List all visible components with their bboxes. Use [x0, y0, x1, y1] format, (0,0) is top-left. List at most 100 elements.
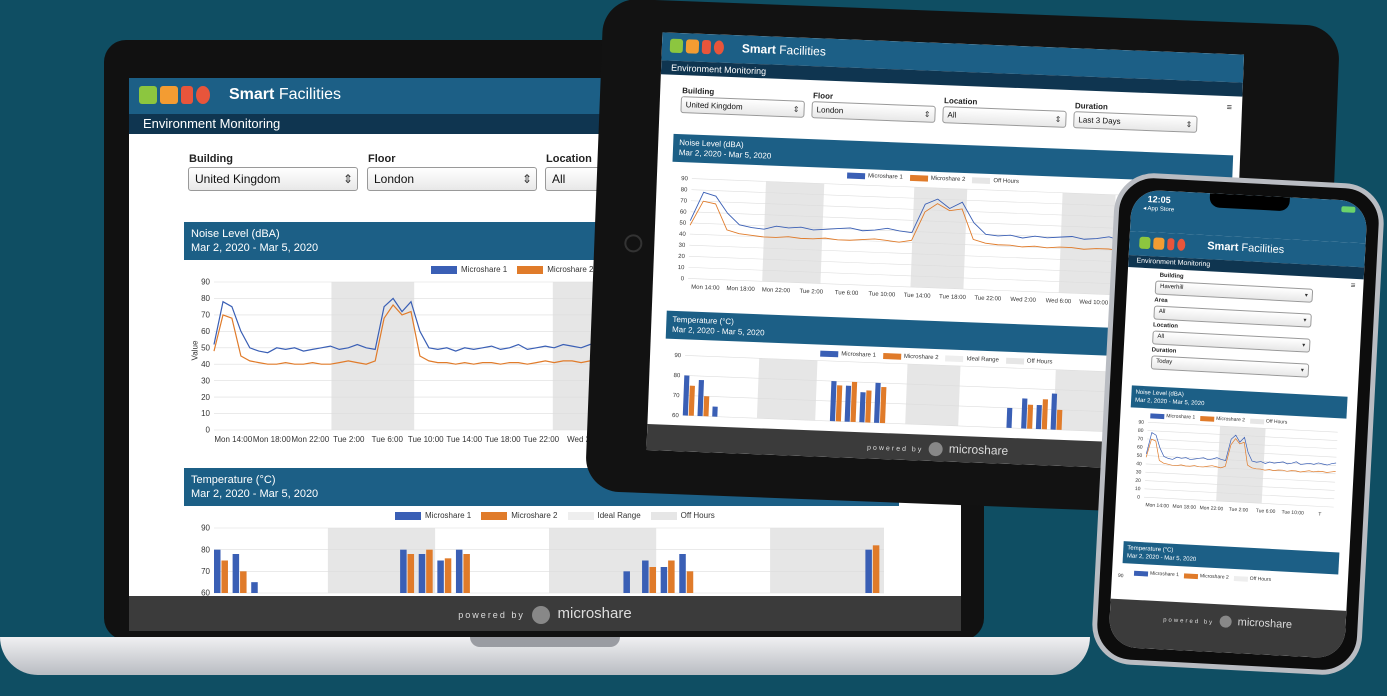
x-tick-label: Tue 2:00: [1229, 507, 1249, 514]
x-tick-label: Tue 18:00: [485, 435, 521, 444]
microshare-logo-icon: [928, 442, 944, 457]
select-arrow-icon: ⇕: [923, 109, 931, 119]
y-tick-label: 90: [1138, 419, 1144, 425]
bar-series-2: [444, 558, 452, 593]
temperature-chart: 60 70 80 90: [672, 353, 1215, 437]
menu-icon[interactable]: ≡: [1226, 102, 1233, 113]
bar-series-2: [850, 381, 858, 423]
location-label: Location: [546, 153, 592, 165]
legend-swatch-series2: [1183, 572, 1199, 579]
legend-label-series2: Microshare 2: [547, 265, 594, 274]
bar-series-1: [418, 554, 426, 593]
x-tick-label: Mon 14:00: [214, 435, 252, 444]
building-select[interactable]: United Kingdom ⇕: [680, 96, 805, 118]
brand-title: Smart Facilities: [1207, 240, 1285, 256]
legend-label-series2: Microshare 2: [1215, 415, 1246, 424]
x-tick-label: Tue 14:00: [446, 435, 482, 444]
floor-select[interactable]: London ⇕: [811, 101, 936, 123]
select-arrow-icon: ⇕: [1054, 114, 1062, 124]
legend-swatch-off: [972, 177, 991, 185]
legend-swatch-series2: [517, 265, 544, 274]
back-to-app-store-link[interactable]: ◂ App Store: [1142, 205, 1175, 214]
bar-series-1: [251, 582, 258, 593]
y-tick-label: 10: [678, 265, 686, 271]
x-tick-label: Tue 6:00: [372, 435, 404, 444]
location-value: All: [1157, 333, 1165, 341]
y-tick-label: 70: [680, 198, 688, 204]
bar-series-1: [455, 549, 463, 593]
series-line-1: [213, 297, 600, 354]
select-arrow-icon: ⇕: [1185, 119, 1193, 129]
legend-label-ideal: Ideal Range: [966, 356, 999, 364]
bar-series-2: [649, 567, 657, 593]
x-tick-label: Wed 2:00: [1010, 297, 1036, 304]
footer: powered by microshare: [1108, 598, 1347, 659]
y-tick-label: 30: [201, 376, 210, 385]
building-value: Haverhill: [1159, 283, 1184, 291]
legend-swatch-series1: [1133, 570, 1149, 576]
location-select[interactable]: All ⇕: [942, 106, 1067, 128]
y-tick-label: 30: [1136, 469, 1142, 475]
legend-label-off: Off Hours: [1026, 358, 1053, 366]
x-tick-label: T: [1318, 511, 1321, 517]
footer-brand: microshare: [1237, 616, 1293, 632]
x-tick-label: Mon 22:00: [291, 435, 329, 444]
floor-select[interactable]: London ⇕: [367, 167, 537, 191]
x-tick-label: Tue 10:00: [1281, 509, 1304, 516]
footer-prefix: powered by: [458, 610, 525, 620]
bar-series-1: [865, 549, 872, 593]
off-hours-band: [549, 528, 657, 593]
bar-series-1: [679, 554, 686, 593]
bar-series-1: [400, 549, 407, 593]
duration-label: Duration: [1074, 101, 1108, 112]
duration-value: Today: [1155, 358, 1173, 366]
legend-label-off: Off Hours: [1249, 575, 1272, 583]
brand-light: Facilities: [278, 86, 342, 103]
off-hours-band: [905, 363, 961, 426]
y-tick-label: 60: [680, 209, 688, 215]
off-hours-band: [910, 187, 968, 290]
bar-series-1: [844, 385, 852, 422]
bar-series-2: [865, 390, 872, 423]
legend-label-series1: Microshare 1: [867, 173, 903, 181]
select-arrow-icon: ▾: [1300, 367, 1305, 374]
legend-swatch-series2: [882, 353, 901, 360]
microshare-logo-icon: [1219, 615, 1233, 629]
bar-series-2: [221, 560, 228, 593]
off-hours-band: [756, 358, 818, 421]
brand-light: Facilities: [778, 42, 827, 59]
legend-swatch-ideal: [567, 511, 594, 520]
menu-icon[interactable]: ≡: [1350, 280, 1356, 290]
duration-select[interactable]: Today ▾: [1150, 355, 1310, 378]
duration-select[interactable]: Last 3 Days ⇕: [1073, 111, 1198, 133]
legend-swatch-off: [1249, 418, 1265, 424]
bar-series-2: [872, 545, 880, 593]
series-line-2: [1145, 438, 1336, 473]
home-button-icon[interactable]: [624, 234, 643, 253]
footer-brand: microshare: [948, 441, 1009, 458]
bar-series-1: [874, 382, 881, 423]
bar-series-1: [623, 571, 630, 593]
y-tick-label: 20: [201, 393, 210, 402]
building-select[interactable]: United Kingdom ⇕: [188, 167, 358, 191]
bar-series-1: [642, 560, 649, 593]
x-tick-label: Wed 10:00: [1079, 300, 1109, 307]
building-select[interactable]: Haverhill ▾: [1154, 280, 1314, 303]
bar-series-2: [688, 385, 695, 416]
legend-label-series2: Microshare 2: [511, 511, 558, 520]
gridline: [1144, 488, 1335, 500]
y-tick-label: 20: [678, 254, 686, 260]
y-tick-label: 70: [201, 567, 210, 576]
bar-series-1: [1006, 407, 1013, 429]
x-tick-label: Mon 18:00: [726, 286, 755, 293]
y-tick-label: 80: [681, 187, 689, 193]
bar-series-1: [1050, 393, 1058, 430]
app-logo: [1139, 236, 1186, 251]
bar-series-1: [1035, 404, 1042, 430]
bar-series-2: [668, 560, 675, 593]
x-tick-label: Tue 2:00: [333, 435, 365, 444]
legend-label-series1: Microshare 1: [1166, 413, 1196, 421]
y-tick-label: 80: [201, 545, 210, 554]
bar-series-2: [426, 549, 433, 593]
noise-chart: 0 10 20 30 40 50 60 70 80 90 Mon 14:00 Mon 18:00 Mon…: [201, 278, 600, 444]
